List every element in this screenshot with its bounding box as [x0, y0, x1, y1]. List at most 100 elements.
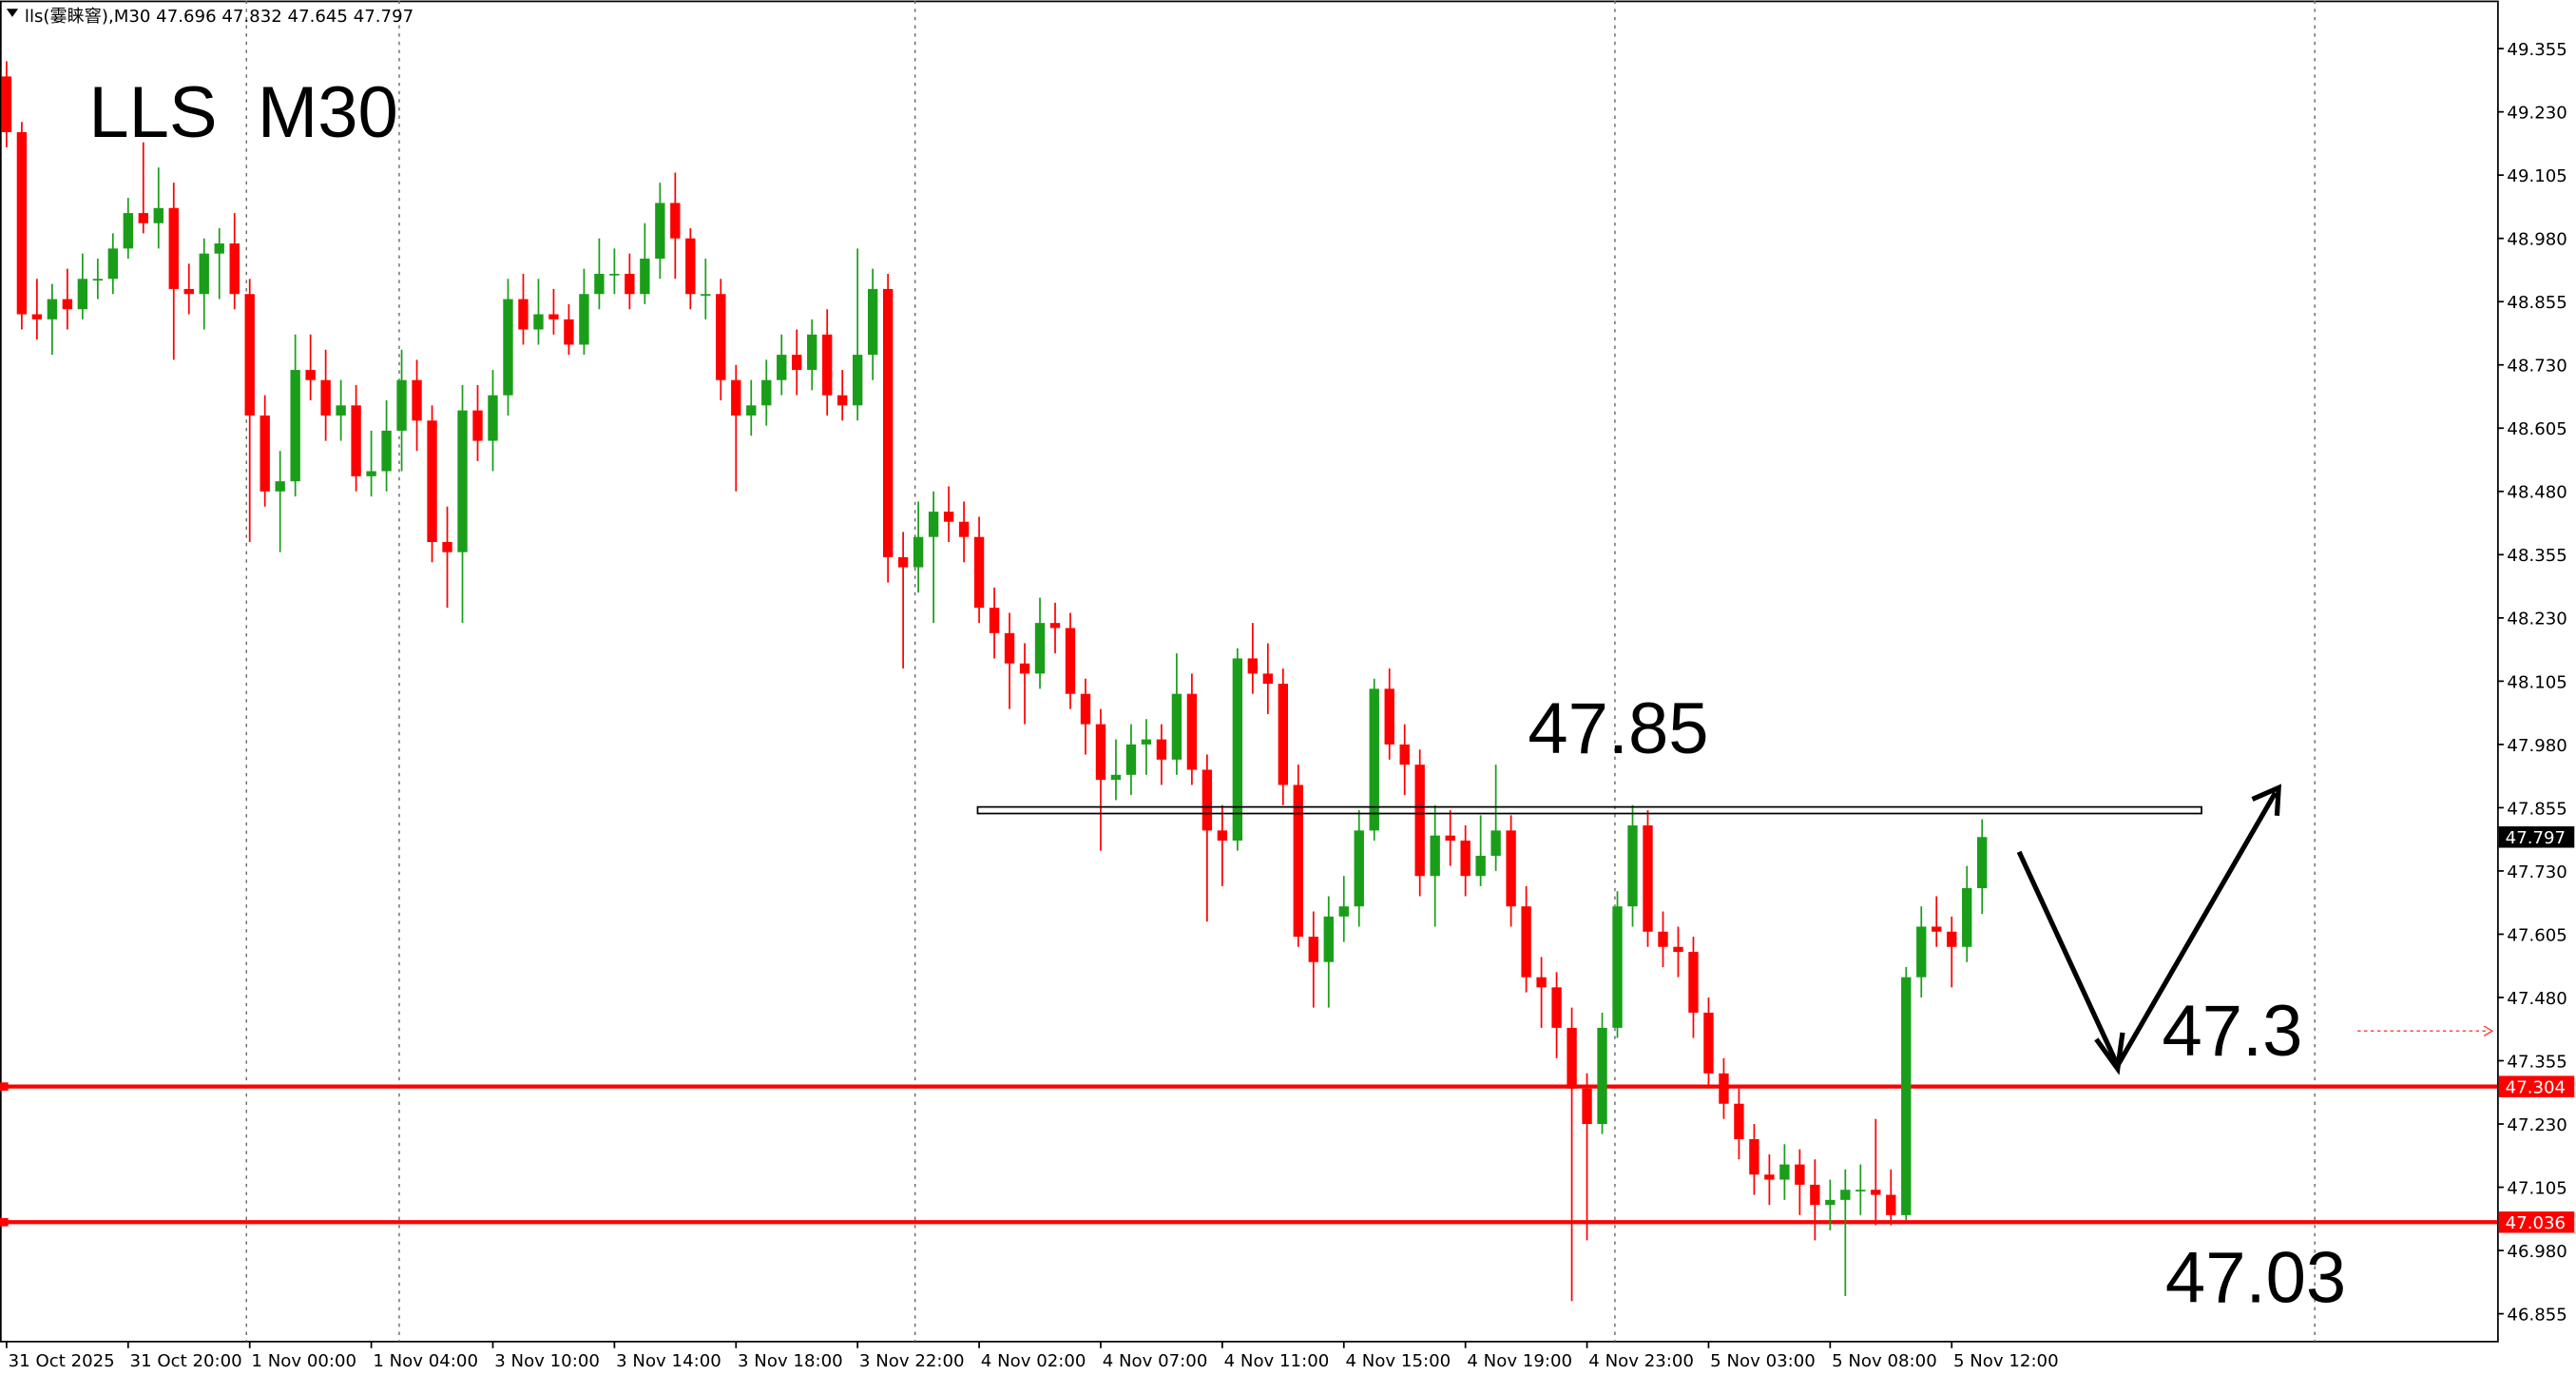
- x-tick-label: 5 Nov 12:00: [1953, 1351, 2059, 1371]
- current-price-label: 47.797: [2506, 828, 2566, 848]
- y-tick-label: 48.230: [2507, 610, 2566, 629]
- candle-body: [1871, 1190, 1881, 1195]
- x-tick-label: 3 Nov 10:00: [494, 1351, 600, 1371]
- candle-body: [1232, 658, 1243, 842]
- candle-body: [1201, 769, 1213, 831]
- candle-body: [1612, 906, 1623, 1028]
- candle-body: [336, 405, 346, 416]
- candle-body: [1262, 673, 1274, 685]
- candle-body: [1049, 623, 1061, 629]
- y-tick-label: 47.480: [2507, 989, 2566, 1009]
- candle-body: [1475, 855, 1486, 877]
- candle-body: [579, 294, 589, 345]
- y-tick-label: 48.980: [2507, 230, 2566, 250]
- x-tick-label: 3 Nov 22:00: [859, 1351, 965, 1371]
- y-tick-label: 46.980: [2507, 1242, 2566, 1262]
- candle-body: [518, 299, 529, 330]
- annotation: 47.85: [1528, 688, 1708, 769]
- y-tick-label: 47.605: [2507, 925, 2566, 945]
- x-tick-label: 4 Nov 15:00: [1345, 1351, 1451, 1371]
- candle-body: [1430, 835, 1440, 877]
- candle-body: [107, 248, 119, 280]
- candle-body: [1521, 906, 1531, 978]
- candle-body: [1795, 1164, 1805, 1185]
- candle-body: [1445, 835, 1455, 842]
- level-box: [976, 805, 2202, 815]
- price-label: 47.036: [2506, 1213, 2566, 1233]
- candle-body: [1414, 765, 1425, 877]
- candle-body: [1764, 1174, 1775, 1180]
- candle-body: [1673, 946, 1683, 953]
- candle-body: [1156, 739, 1167, 760]
- candle-body: [1962, 888, 1972, 947]
- candle-body: [1749, 1138, 1759, 1175]
- candle-body: [260, 415, 270, 492]
- y-tick-label: 47.105: [2507, 1178, 2566, 1198]
- candle-body: [229, 243, 240, 295]
- candle-body: [488, 395, 498, 441]
- candle-body: [1855, 1190, 1866, 1191]
- forecast-arrows: [2016, 784, 2282, 1075]
- y-tick-label: 48.605: [2507, 419, 2566, 439]
- candle-body: [1338, 906, 1349, 917]
- candle-body: [746, 405, 757, 416]
- candle-body: [214, 243, 224, 254]
- candle-body: [822, 334, 833, 396]
- price-line-handle: [0, 1217, 9, 1227]
- candle-body: [640, 258, 650, 295]
- candle-body: [897, 556, 909, 568]
- candle-body: [16, 131, 28, 315]
- x-tick-label: 1 Nov 00:00: [251, 1351, 356, 1371]
- candle-body: [1779, 1164, 1790, 1180]
- candle-body: [472, 410, 483, 441]
- candle-body: [275, 481, 285, 492]
- candle-body: [1399, 744, 1410, 765]
- candle-body: [852, 355, 863, 406]
- candle-body: [1506, 830, 1516, 907]
- candle-body: [351, 405, 361, 476]
- candle-body: [1110, 774, 1122, 781]
- candle-body: [1916, 926, 1927, 978]
- candle-body: [973, 536, 985, 609]
- candle-body: [199, 253, 209, 295]
- candle-body: [31, 314, 43, 320]
- candle-body: [731, 379, 741, 416]
- candle-body: [503, 299, 513, 396]
- candle-body: [396, 379, 407, 431]
- candle-body: [989, 608, 1000, 633]
- candle-body: [1278, 684, 1288, 785]
- candle-body: [1141, 739, 1152, 745]
- candle-body: [761, 379, 772, 406]
- candle-body: [594, 273, 605, 295]
- candle-body: [670, 203, 681, 239]
- candle-body: [92, 279, 104, 281]
- candle-body: [716, 294, 726, 380]
- header-icon: [6, 9, 19, 17]
- candle-body: [913, 536, 924, 568]
- x-tick-label: 4 Nov 23:00: [1588, 1351, 1694, 1371]
- candle-body: [1643, 825, 1653, 932]
- candle-body: [1597, 1027, 1607, 1125]
- price-line-handle: [0, 1082, 9, 1091]
- candle-body: [1369, 688, 1379, 831]
- candle-body: [777, 355, 787, 380]
- chart-title: LLS M30: [88, 72, 397, 153]
- candle-body: [1034, 623, 1046, 674]
- candle-body: [882, 288, 894, 557]
- candle-body: [1354, 830, 1364, 907]
- arrow-head: [2483, 1025, 2494, 1036]
- x-tick-label: 4 Nov 19:00: [1467, 1351, 1572, 1371]
- candle-body: [609, 273, 620, 276]
- candle-body: [1019, 663, 1030, 674]
- y-tick-label: 48.855: [2507, 293, 2566, 313]
- candle-body: [1703, 1012, 1714, 1074]
- candle-body: [1095, 724, 1106, 781]
- price-label-box: [2498, 1075, 2575, 1097]
- candle-body: [62, 299, 73, 310]
- x-tick-label: 31 Oct 20:00: [130, 1351, 242, 1371]
- candle-body: [1551, 987, 1562, 1028]
- candle-body: [123, 213, 133, 249]
- x-tick-label: 5 Nov 08:00: [1832, 1351, 1937, 1371]
- y-tick-label: 47.355: [2507, 1052, 2566, 1072]
- candle-body: [1460, 841, 1471, 877]
